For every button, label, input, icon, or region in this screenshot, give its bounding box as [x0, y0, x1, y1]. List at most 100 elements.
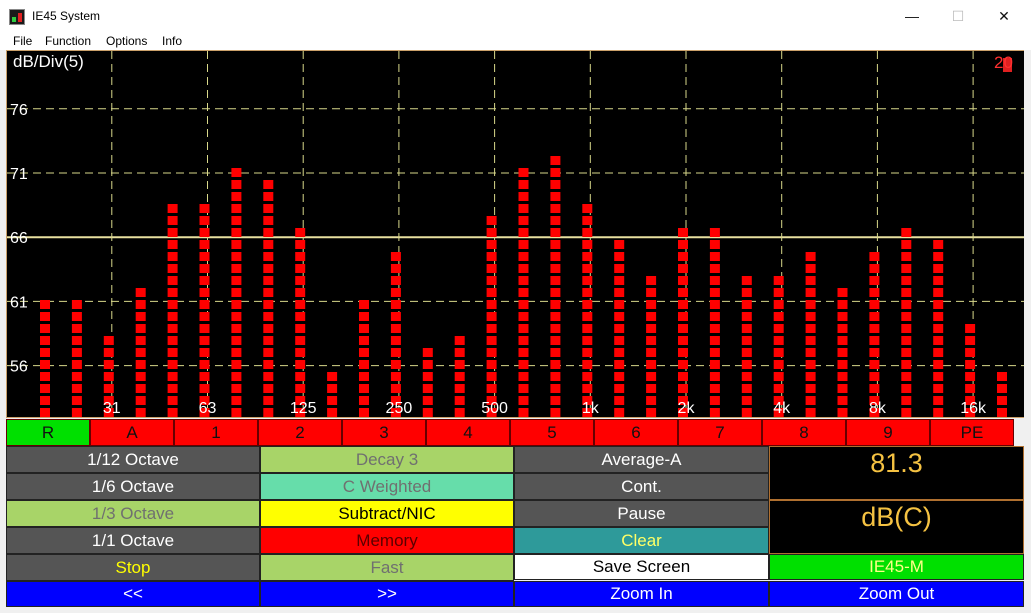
fast-button[interactable]: Fast: [260, 554, 514, 581]
level-unit: dB(C): [861, 502, 932, 532]
maximize-icon: ☐: [951, 7, 965, 24]
octave-3-button[interactable]: 1/3 Octave: [6, 500, 260, 527]
y-tick-label: 56: [10, 359, 28, 376]
menu-function[interactable]: Function: [45, 34, 92, 48]
minimize-button[interactable]: —: [889, 0, 935, 32]
x-tick-label: 8k: [869, 400, 887, 417]
clear-button[interactable]: Clear: [514, 527, 769, 554]
spectrum-bar: [965, 324, 976, 417]
spectrum-bar: [646, 276, 657, 417]
x-tick-label: 500: [481, 400, 508, 417]
spectrum-bar: [390, 252, 401, 417]
spectrum-bar: [263, 180, 274, 417]
window-title: IE45 System: [32, 9, 101, 23]
spectrum-chart: 56 61 66 71 76 31 63 125 250 500 1k 2k 4k 8k 16k dB/Di…: [6, 50, 1025, 418]
unit-readout: dB(C): [769, 500, 1024, 554]
level-readout: 81.3: [769, 446, 1024, 500]
octave-12-button[interactable]: 1/12 Octave: [6, 446, 260, 473]
spectrum-bar: [773, 276, 784, 417]
y-tick-label: 66: [10, 230, 28, 247]
spectrum-plot: 56 61 66 71 76 31 63 125 250 500 1k 2k 4k 8k 16k dB/Di…: [7, 51, 1025, 417]
memory-button[interactable]: Memory: [260, 527, 514, 554]
memory-tab-5[interactable]: 5: [510, 419, 594, 446]
title-bar: IE45 System — ☐ ✕: [0, 0, 1031, 32]
memory-tab-2[interactable]: 2: [258, 419, 342, 446]
stop-button[interactable]: Stop: [6, 554, 260, 581]
memory-tab-1[interactable]: 1: [174, 419, 258, 446]
x-tick-label: 1k: [582, 400, 600, 417]
spectrum-bar: [167, 204, 178, 417]
spectrum-bar: [997, 372, 1007, 417]
spectrum-bar: [837, 288, 848, 417]
chart-scrollbar[interactable]: [1024, 50, 1031, 418]
spectrum-bar: [805, 252, 816, 417]
memory-tab-r[interactable]: R: [6, 419, 90, 446]
zoom-out-button[interactable]: Zoom Out: [769, 581, 1024, 607]
corner-label: 20: [994, 53, 1013, 72]
spectrum-bar: [454, 336, 465, 417]
x-tick-label: 63: [199, 400, 217, 417]
y-tick-label: 61: [10, 294, 28, 311]
spectrum-bar: [135, 288, 146, 417]
close-button[interactable]: ✕: [981, 0, 1027, 32]
spectrum-bar: [359, 300, 369, 417]
x-tick-label: 16k: [960, 400, 987, 417]
spectrum-bar: [231, 168, 242, 417]
spectrum-bar: [327, 372, 338, 417]
spectrum-bar: [582, 204, 593, 417]
spectrum-bar: [199, 204, 210, 417]
continuous-button[interactable]: Cont.: [514, 473, 769, 500]
minimize-icon: —: [905, 8, 919, 24]
spectrum-bar: [550, 156, 561, 417]
pause-button[interactable]: Pause: [514, 500, 769, 527]
spectrum-bar: [901, 228, 912, 417]
spectrum-bar: [869, 252, 880, 417]
x-tick-label: 125: [290, 400, 317, 417]
zoom-in-button[interactable]: Zoom In: [514, 581, 769, 607]
memory-tab-7[interactable]: 7: [678, 419, 762, 446]
maximize-button[interactable]: ☐: [935, 0, 981, 32]
next-button[interactable]: >>: [260, 581, 514, 607]
spectrum-bar: [295, 228, 306, 417]
spectrum-bar: [709, 228, 720, 417]
decay-button[interactable]: Decay 3: [260, 446, 514, 473]
y-tick-label: 71: [10, 166, 28, 183]
previous-button[interactable]: <<: [6, 581, 260, 607]
spectrum-bar: [40, 300, 50, 417]
menu-file[interactable]: File: [13, 34, 33, 48]
menu-info[interactable]: Info: [162, 34, 183, 48]
spectrum-bar: [614, 240, 625, 417]
x-tick-label: 2k: [678, 400, 696, 417]
menu-options[interactable]: Options: [106, 34, 148, 48]
y-tick-label: 76: [10, 102, 28, 119]
spectrum-bar: [103, 336, 114, 417]
octave-6-button[interactable]: 1/6 Octave: [6, 473, 260, 500]
level-value: 81.3: [870, 448, 923, 478]
memory-tab-9[interactable]: 9: [846, 419, 930, 446]
spectrum-bar: [71, 300, 82, 417]
close-icon: ✕: [998, 7, 1010, 24]
app-icon: [9, 9, 25, 25]
menu-bar: File Function Options Info: [0, 32, 1031, 50]
memory-tab-4[interactable]: 4: [426, 419, 510, 446]
spectrum-bar: [486, 216, 497, 417]
weighting-button[interactable]: C Weighted: [260, 473, 514, 500]
peak-marker-icon: [1003, 58, 1012, 72]
model-button[interactable]: IE45-M: [769, 554, 1024, 580]
average-button[interactable]: Average-A: [514, 446, 769, 473]
memory-tab-3[interactable]: 3: [342, 419, 426, 446]
subtract-nic-button[interactable]: Subtract/NIC: [260, 500, 514, 527]
memory-tab-a[interactable]: A: [90, 419, 174, 446]
x-tick-label: 250: [386, 400, 413, 417]
spectrum-bar: [741, 276, 752, 417]
spectrum-bar: [422, 348, 433, 417]
x-tick-label: 31: [103, 400, 121, 417]
save-screen-button[interactable]: Save Screen: [514, 554, 769, 580]
spectrum-bar: [678, 228, 688, 417]
octave-1-button[interactable]: 1/1 Octave: [6, 527, 260, 554]
memory-tab-6[interactable]: 6: [594, 419, 678, 446]
spectrum-bar: [933, 240, 944, 417]
memory-tab-pe[interactable]: PE: [930, 419, 1014, 446]
x-tick-label: 4k: [773, 400, 791, 417]
memory-tab-8[interactable]: 8: [762, 419, 846, 446]
